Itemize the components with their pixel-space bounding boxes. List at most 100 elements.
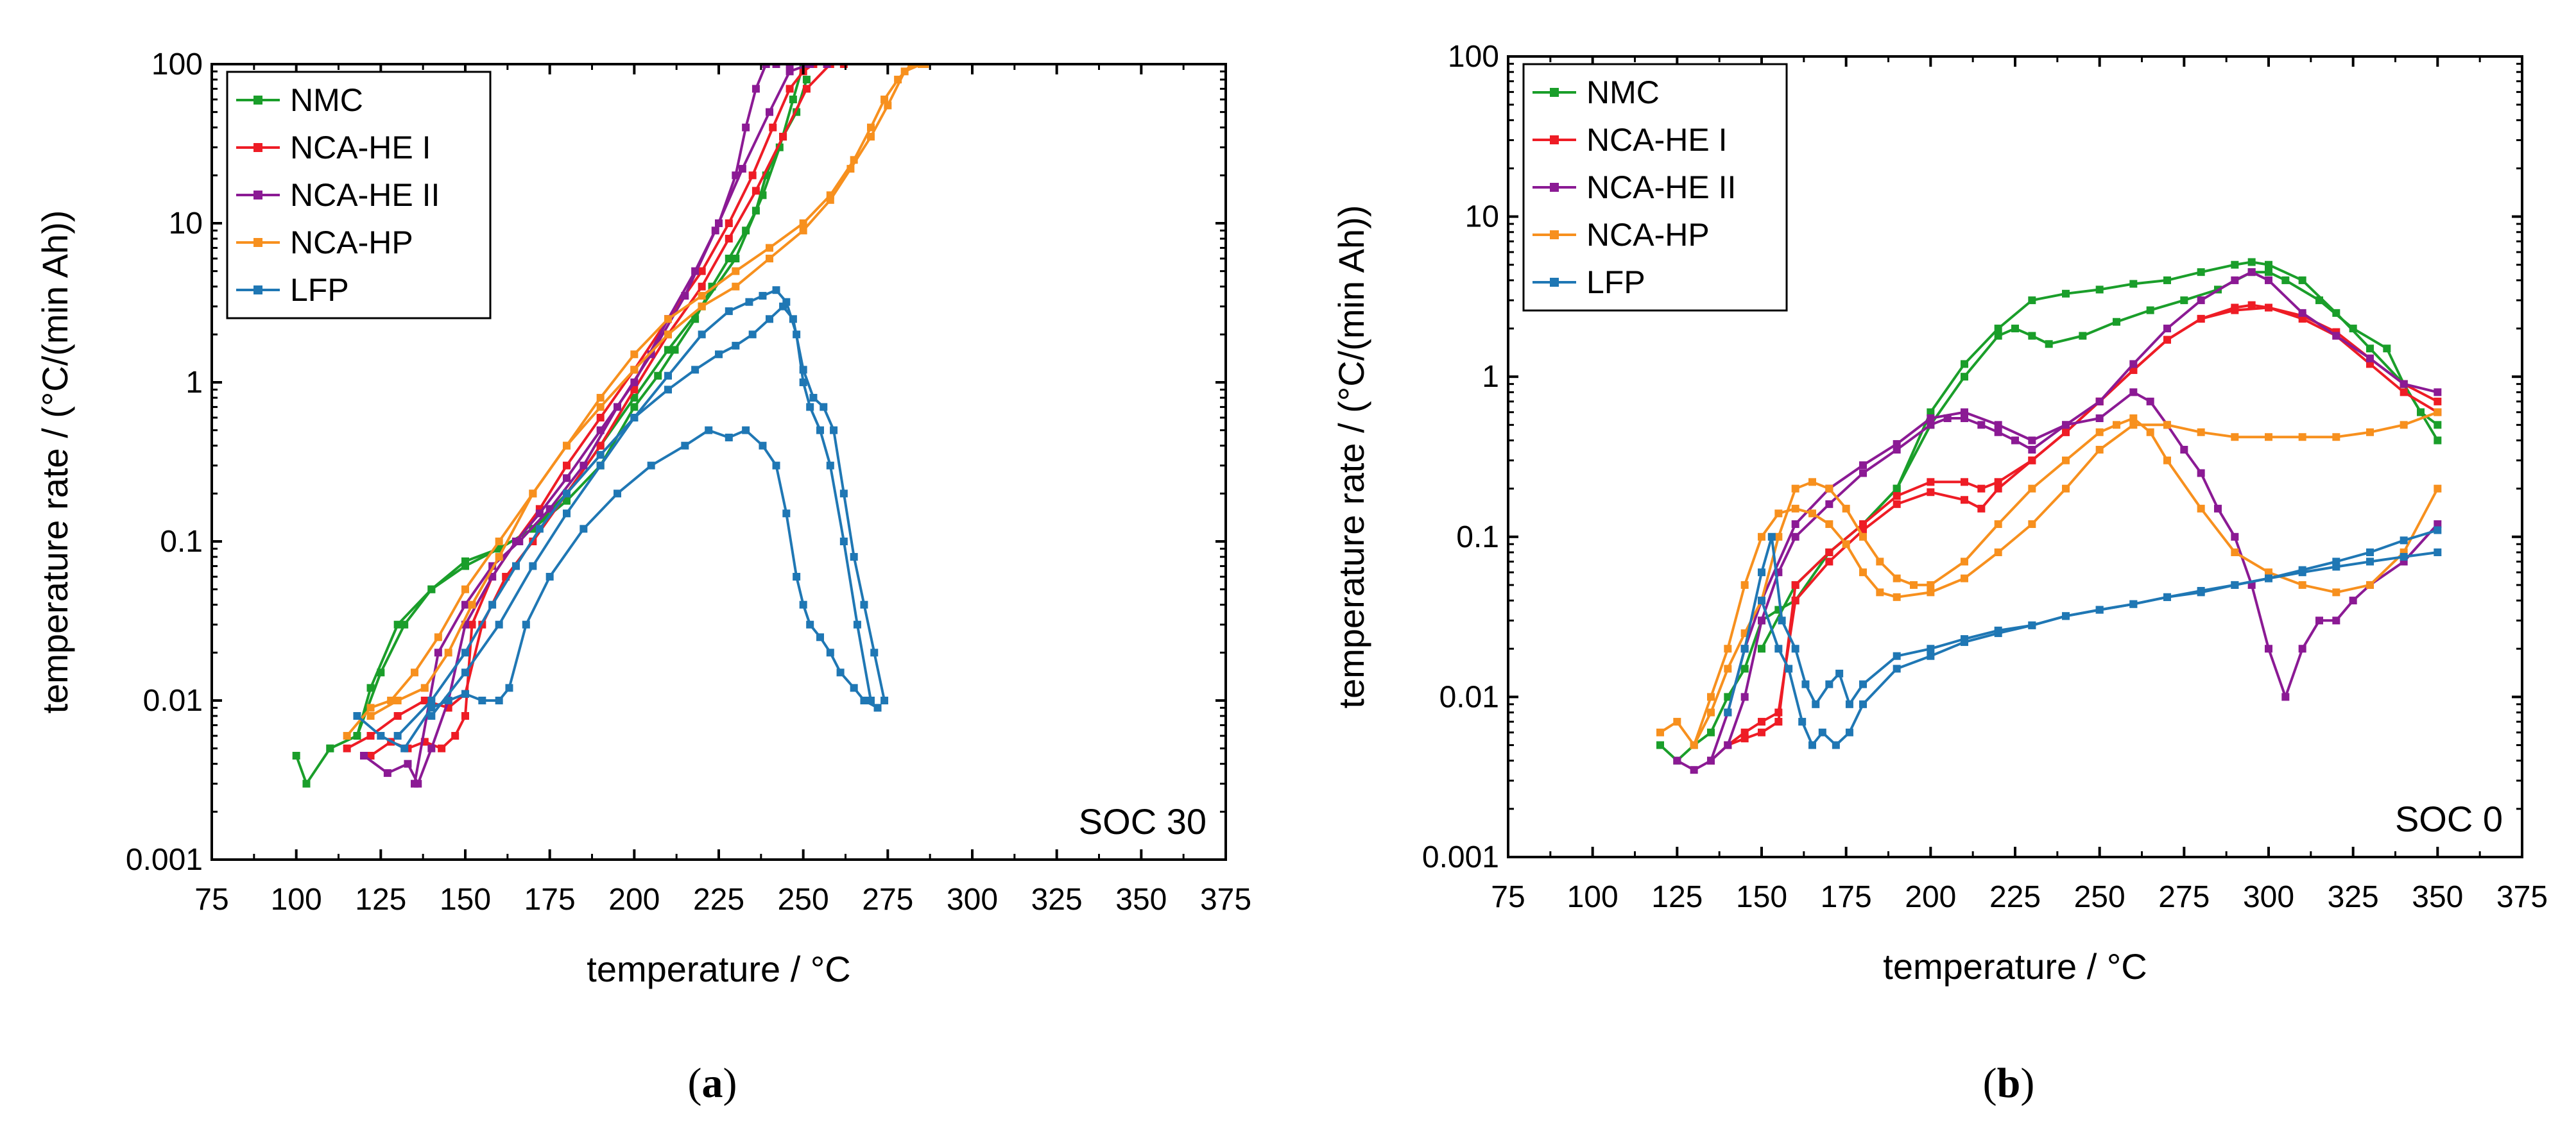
data-point [1825, 548, 1833, 556]
x-tick-label: 350 [2412, 880, 2463, 914]
series-lfp [393, 302, 889, 740]
data-point [393, 620, 402, 629]
data-point [1758, 616, 1765, 625]
legend-marker [253, 143, 262, 152]
y-tick-label: 0.1 [160, 525, 203, 559]
data-point [870, 649, 879, 657]
data-point [1859, 568, 1867, 577]
data-point [1825, 557, 1833, 566]
data-point [2197, 469, 2205, 477]
data-point [580, 461, 588, 470]
series-nca-hp [1656, 408, 2442, 749]
data-point [2265, 645, 2272, 653]
data-point [2332, 588, 2340, 597]
data-point [779, 133, 787, 141]
x-tick-label: 325 [1031, 883, 1083, 917]
legend-marker [253, 238, 262, 247]
data-point [839, 538, 848, 545]
data-point [1774, 645, 1783, 653]
data-point [2247, 301, 2256, 309]
data-point [563, 497, 571, 505]
plot-area [292, 64, 929, 788]
data-point [748, 171, 757, 180]
x-axis-title: temperature / °C [587, 949, 850, 989]
chart-panel-b: 75 100 125 150 175 200 225 250 275 300 325 350 375 0.… [1331, 40, 2548, 1107]
data-point [360, 752, 368, 760]
data-point [596, 441, 605, 450]
data-point [366, 732, 375, 740]
data-point [860, 600, 868, 609]
data-point [2298, 276, 2306, 284]
data-point [468, 600, 476, 609]
data-point [2265, 276, 2272, 284]
x-tick-label: 275 [2158, 880, 2210, 914]
data-point [2400, 421, 2408, 429]
data-point [681, 292, 689, 300]
data-point [420, 684, 429, 692]
data-point [806, 620, 814, 629]
data-point [2062, 484, 2070, 493]
data-point [732, 282, 740, 291]
data-point [404, 760, 412, 768]
data-point [873, 704, 882, 712]
legend-item: LFP [236, 272, 349, 308]
x-tick-label: 200 [1905, 880, 1956, 914]
data-point [461, 712, 469, 720]
data-point [839, 489, 848, 498]
data-point [1994, 520, 2002, 529]
series-nca-hp [1690, 414, 2442, 749]
y-tick-label: 0.001 [1422, 840, 1499, 874]
data-point [1673, 756, 1681, 765]
data-point [1927, 645, 1935, 653]
chart-panel-a: 75 100 125 150 175 200 225 250 275 300 325 350 375 0.… [35, 47, 1251, 1107]
data-point [1845, 728, 1853, 736]
data-point [1859, 700, 1867, 708]
data-point [884, 101, 892, 110]
y-tick-label: 0.01 [1439, 680, 1499, 714]
data-point [2298, 309, 2306, 317]
x-tick-label: 325 [2328, 880, 2379, 914]
data-point [2129, 366, 2138, 374]
data-point [836, 668, 845, 677]
data-point [769, 123, 777, 132]
legend-item: NCA-HE II [236, 177, 440, 213]
data-point [681, 441, 689, 450]
data-point [461, 585, 469, 593]
data-point [411, 779, 418, 788]
x-tick-label: 275 [862, 883, 913, 917]
data-point [664, 330, 672, 339]
data-point [850, 553, 858, 561]
data-point [1707, 756, 1715, 765]
data-point [630, 366, 639, 374]
data-point [907, 64, 916, 68]
data-point [366, 712, 375, 720]
data-point [1859, 532, 1867, 541]
data-point [420, 697, 429, 704]
data-point [1758, 728, 1765, 736]
data-point [671, 346, 679, 354]
data-point [505, 684, 513, 692]
data-point [1927, 478, 1935, 486]
data-point [766, 108, 773, 116]
data-point [1835, 669, 1844, 677]
data-point [512, 562, 520, 570]
data-point [1740, 693, 1749, 701]
data-point [732, 255, 740, 263]
data-point [2197, 586, 2205, 595]
data-point [366, 704, 375, 712]
series-line [1676, 391, 2439, 772]
data-point [2400, 388, 2408, 396]
data-point [563, 489, 571, 498]
data-point [2028, 456, 2036, 464]
legend-marker [1550, 135, 1559, 144]
data-point [2079, 332, 2087, 340]
data-point [2231, 581, 2239, 589]
x-tick-label: 175 [524, 883, 576, 917]
data-point [732, 341, 740, 350]
data-point [799, 600, 807, 609]
data-point [563, 441, 571, 450]
data-point [1801, 680, 1810, 688]
series-nmc [1656, 268, 2442, 765]
data-point [1791, 597, 1799, 605]
